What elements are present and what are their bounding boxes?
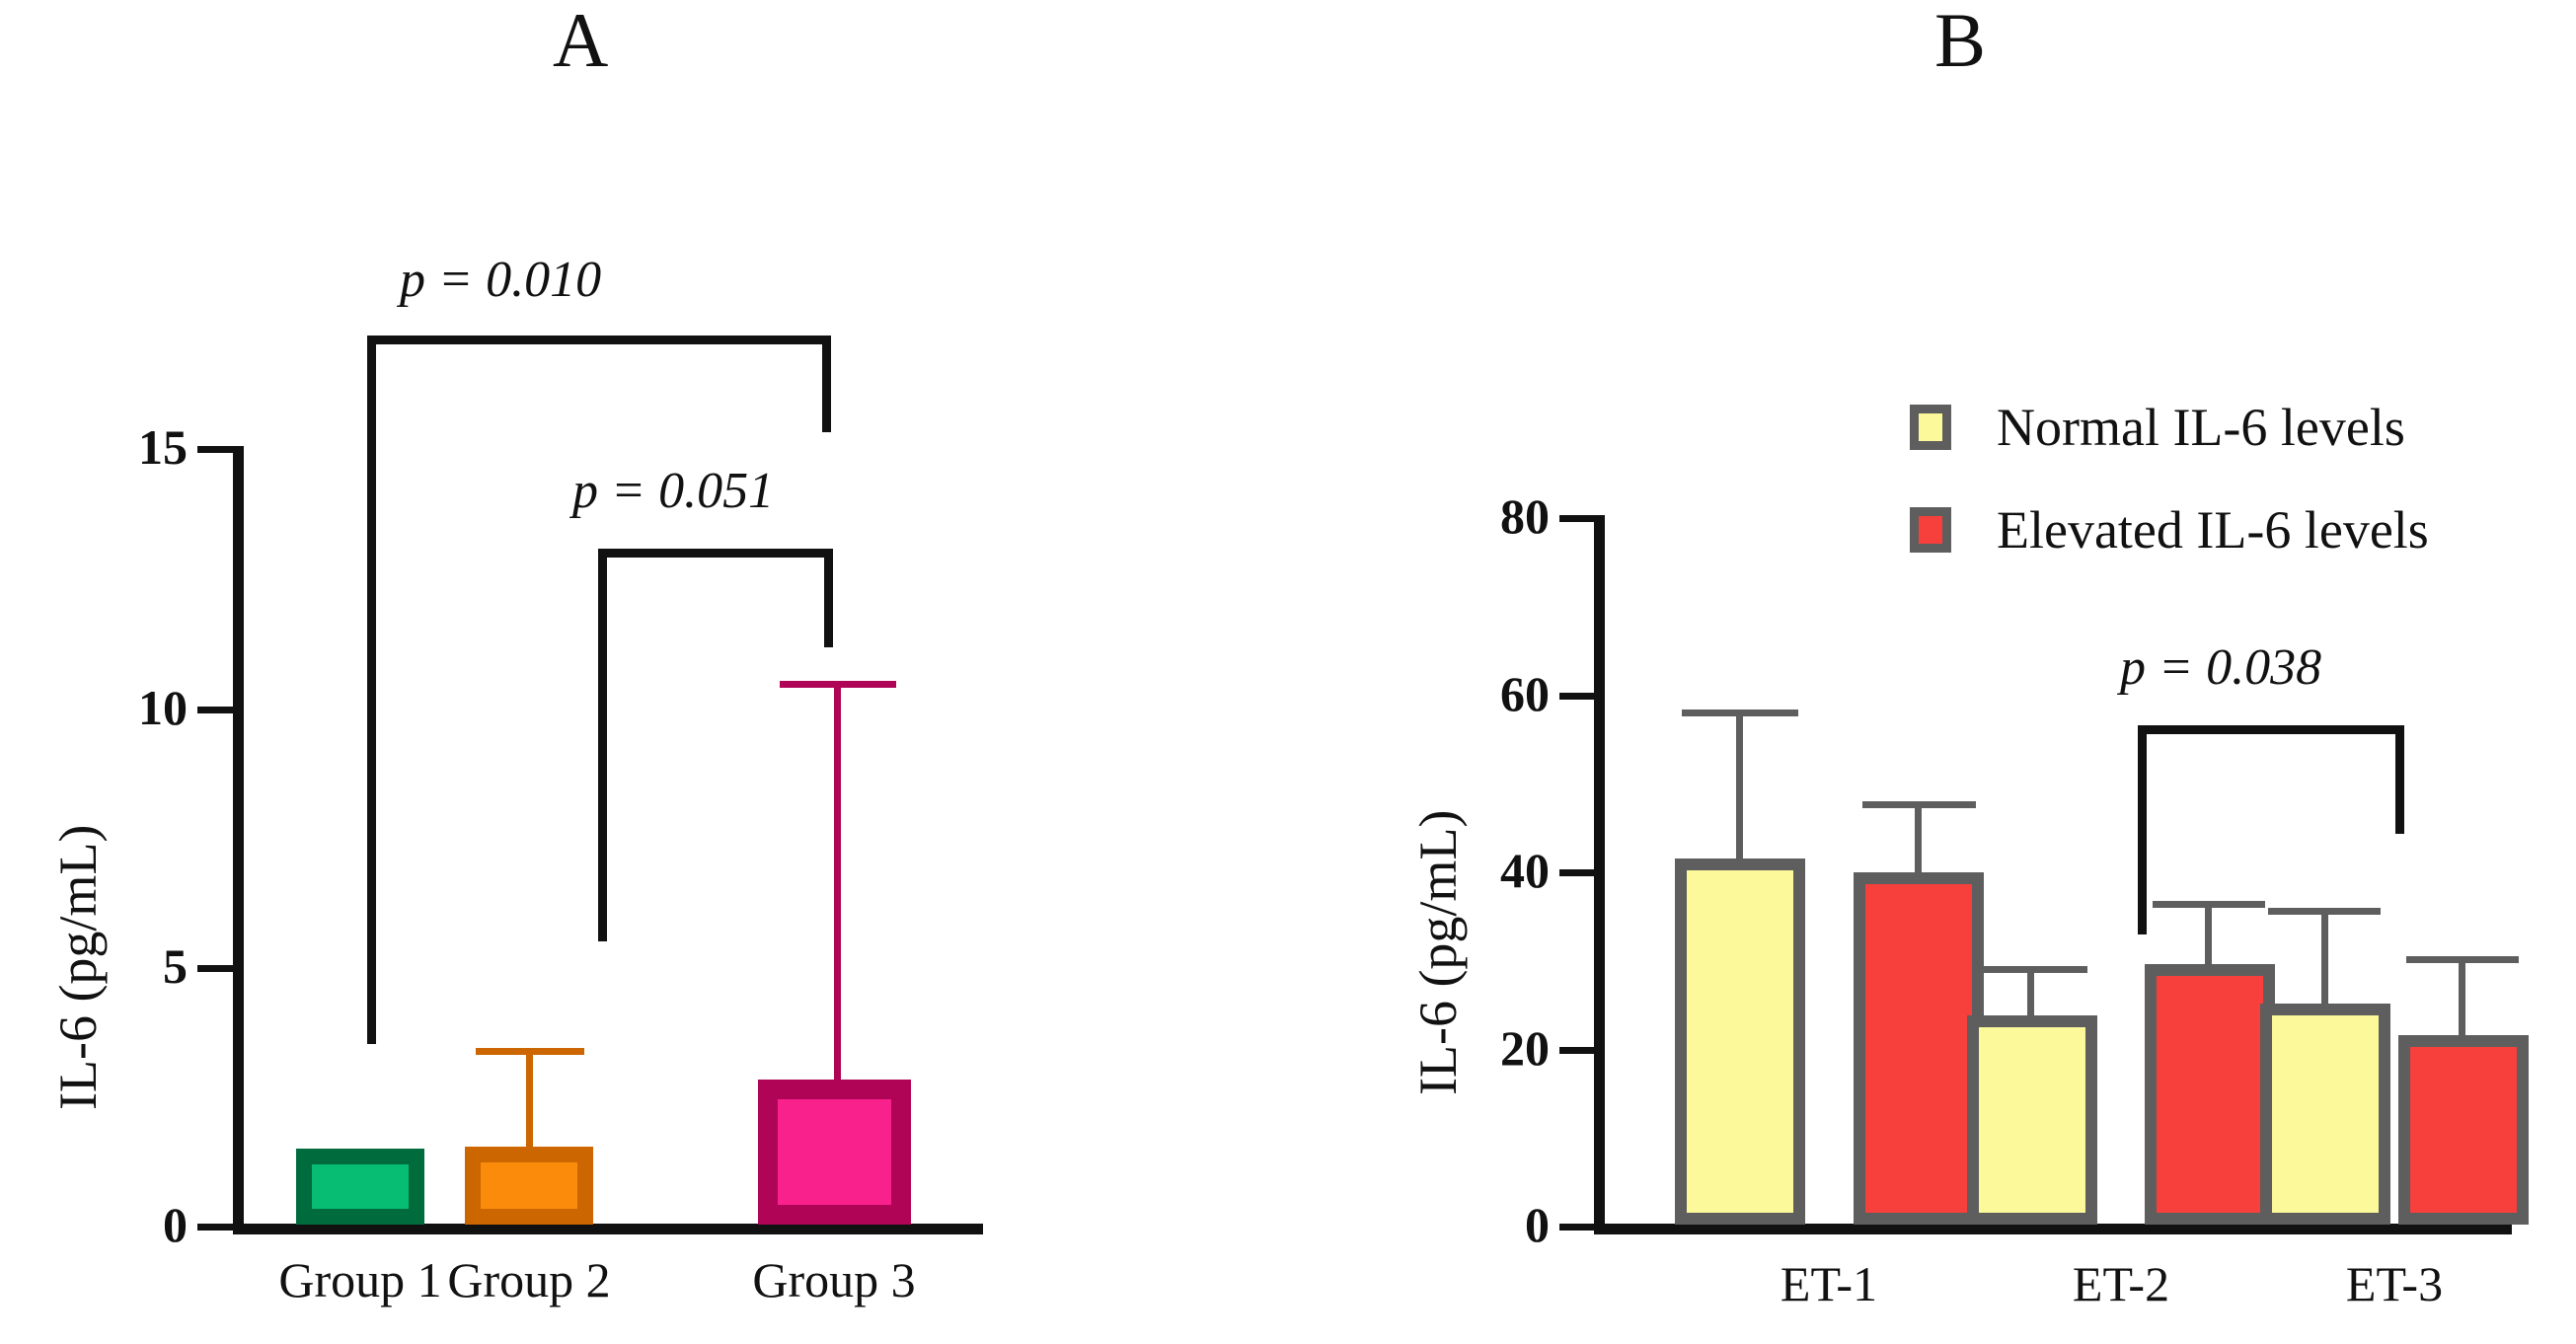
errorbar-stem-et3-elevated — [2459, 956, 2465, 1036]
errorbar-cap-et3-normal — [2268, 908, 2381, 915]
panel-a-x-axis-line — [233, 1224, 983, 1234]
panel-a-tick-0 — [197, 1224, 237, 1231]
bar-et3-elevated — [2398, 1035, 2529, 1225]
panel-a-tick-label-15: 15 — [138, 419, 188, 475]
p-value-label-p038: p = 0.038 — [2120, 639, 2322, 696]
legend-item-normal[interactable]: Normal IL-6 levels — [1910, 401, 2405, 454]
p-value-label-p010: p = 0.010 — [400, 252, 602, 308]
bar-group-3 — [758, 1080, 911, 1225]
panel-a-tick-10 — [197, 707, 237, 713]
errorbar-stem-et1-elevated — [1915, 801, 1922, 874]
errorbar-stem-et1-normal — [1736, 709, 1743, 862]
panel-a-y-axis-line — [233, 446, 244, 1233]
p-value-label-p051: p = 0.051 — [572, 463, 775, 519]
panel-b-x-axis-line — [1594, 1224, 2512, 1234]
panel-b-category-label-et1: ET-1 — [1780, 1256, 1878, 1311]
bar-et2-elevated — [2145, 964, 2275, 1225]
panel-a-category-label-group-2: Group 2 — [447, 1252, 611, 1307]
panel-a-tick-label-0: 0 — [163, 1197, 188, 1252]
panel-b-tick-20 — [1559, 1047, 1599, 1054]
panel-a-tick-5 — [197, 965, 237, 972]
errorbar-stem-et2-normal — [2027, 966, 2034, 1016]
errorbar-cap-group-2 — [476, 1048, 584, 1055]
errorbar-stem-group-2 — [526, 1048, 533, 1152]
errorbar-stem-group-3 — [834, 681, 841, 1082]
panel-b-tick-60 — [1559, 693, 1599, 700]
bar-et2-normal — [1967, 1015, 2097, 1225]
panel-a-tick-15 — [197, 446, 237, 453]
errorbar-cap-group-3 — [780, 681, 896, 688]
panel-b-tick-label-80: 80 — [1500, 488, 1550, 544]
legend-label-normal: Normal IL-6 levels — [1997, 398, 2405, 457]
panel-b-tick-label-60: 60 — [1500, 666, 1550, 721]
panel-b-tick-label-40: 40 — [1500, 843, 1550, 898]
legend-label-elevated: Elevated IL-6 levels — [1997, 500, 2429, 560]
panel-b: B IL-6 (pg/mL) 0 20 40 60 80 ET-1 ET-2 E… — [1253, 0, 2576, 1344]
panel-b-tick-label-0: 0 — [1525, 1197, 1550, 1252]
panel-b-y-axis-line — [1594, 515, 1605, 1233]
errorbar-cap-et1-elevated — [1862, 801, 1976, 808]
errorbar-cap-et2-normal — [1975, 966, 2087, 973]
panel-a-y-axis-title: IL-6 (pg/mL) — [48, 824, 108, 1110]
bar-group-2 — [465, 1147, 593, 1225]
panel-b-tick-40 — [1559, 869, 1599, 876]
panel-a-category-label-group-1: Group 1 — [278, 1252, 442, 1307]
errorbar-cap-et3-elevated — [2406, 956, 2519, 963]
panel-a-tick-label-5: 5 — [163, 938, 188, 994]
bar-et3-normal — [2260, 1004, 2390, 1225]
panel-a-title: A — [553, 0, 609, 83]
legend-swatch-elevated — [1910, 507, 1951, 553]
errorbar-cap-et1-normal — [1682, 709, 1798, 716]
panel-a-tick-label-10: 10 — [138, 680, 188, 735]
legend-swatch-normal — [1910, 405, 1951, 450]
panel-b-tick-label-20: 20 — [1500, 1020, 1550, 1076]
panel-b-title: B — [1934, 0, 1987, 83]
errorbar-stem-et3-normal — [2321, 908, 2328, 1006]
bar-et1-normal — [1675, 859, 1805, 1225]
panel-b-tick-80 — [1559, 515, 1599, 522]
panel-a: A IL-6 (pg/mL) 0 5 10 15 Group 1 Group 2… — [0, 0, 1253, 1344]
bar-group-1 — [296, 1149, 424, 1225]
panel-b-category-label-et3: ET-3 — [2345, 1256, 2444, 1311]
errorbar-stem-et2-elevated — [2205, 901, 2212, 965]
panel-b-category-label-et2: ET-2 — [2072, 1256, 2170, 1311]
panel-a-category-label-group-3: Group 3 — [752, 1252, 916, 1307]
bar-et1-elevated — [1854, 872, 1984, 1225]
errorbar-cap-et2-elevated — [2153, 901, 2265, 908]
panel-b-tick-0 — [1559, 1224, 1599, 1231]
legend-item-elevated[interactable]: Elevated IL-6 levels — [1910, 503, 2429, 557]
